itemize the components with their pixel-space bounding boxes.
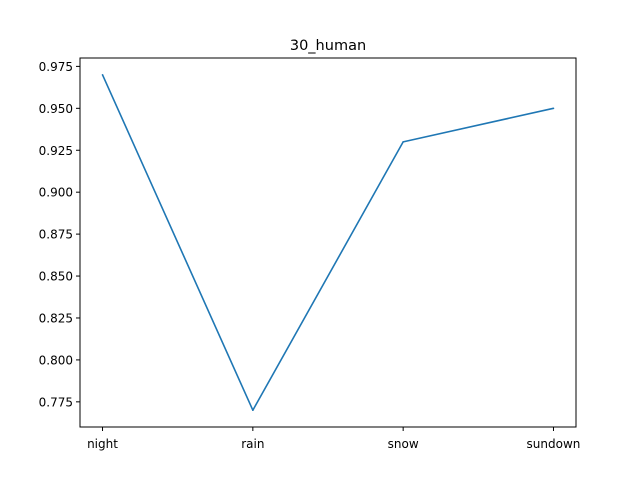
y-tick-label: 0.800 bbox=[39, 353, 73, 367]
data-point bbox=[552, 107, 555, 110]
axes-frame bbox=[79, 57, 577, 428]
y-tick-label: 0.925 bbox=[39, 144, 73, 158]
series-line bbox=[101, 74, 554, 412]
x-tick-label: sundown bbox=[527, 437, 581, 451]
y-tick-label: 0.950 bbox=[39, 102, 73, 116]
data-point bbox=[402, 141, 404, 143]
y-tick-label: 0.850 bbox=[39, 270, 73, 284]
y-axis: 0.775 0.800 0.825 0.850 0.875 0.900 0.925 0.950… bbox=[39, 60, 80, 409]
x-tick-label: snow bbox=[388, 437, 419, 451]
y-tick-label: 0.875 bbox=[39, 228, 73, 242]
plot-area bbox=[101, 73, 555, 412]
y-tick-label: 0.900 bbox=[39, 186, 73, 200]
y-tick-label: 0.775 bbox=[39, 395, 73, 409]
data-point bbox=[252, 409, 254, 412]
y-tick-label: 0.975 bbox=[39, 60, 73, 74]
x-tick-label: night bbox=[87, 437, 118, 451]
y-tick-label: 0.825 bbox=[39, 311, 73, 325]
x-tick-label: rain bbox=[241, 437, 264, 451]
chart-title: 30_human bbox=[290, 38, 366, 54]
data-point bbox=[101, 73, 104, 76]
x-axis: night rain snow sundown bbox=[87, 427, 580, 451]
